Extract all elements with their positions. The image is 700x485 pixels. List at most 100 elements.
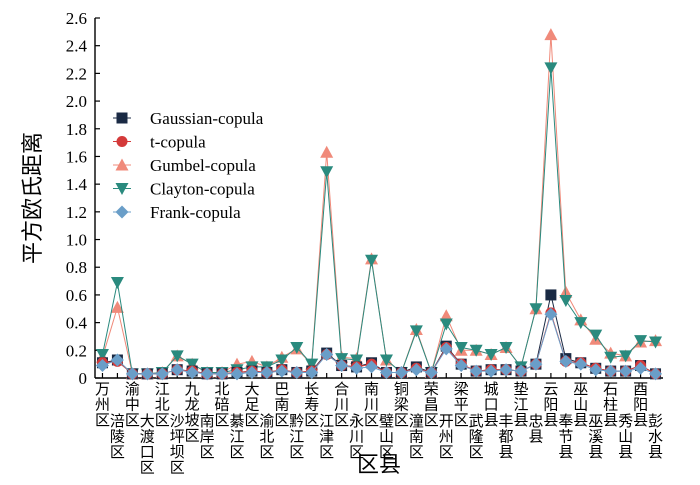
data-point [409, 363, 423, 377]
x-tick-label-group: 大足区大足区 [244, 380, 259, 429]
x-tick-label-char: 云 [543, 380, 558, 398]
data-point [170, 350, 184, 363]
x-tick-label-group: 云阳县云阳县 [543, 380, 558, 429]
x-tick-label-group: 忠县忠县 [528, 412, 543, 446]
y-tick-label: 2.2 [66, 64, 87, 83]
x-tick-label-group: 彭水县彭水县 [648, 412, 663, 461]
x-tick-label-char: 川 [364, 396, 379, 414]
legend-item: Gaussian-copula [113, 109, 264, 128]
x-tick-label-group: 潼南区潼南区 [409, 412, 424, 461]
data-point [350, 354, 364, 367]
legend-label: Gumbel-copula [150, 156, 256, 175]
x-tick-label-char: 隆 [469, 428, 484, 446]
data-point [125, 367, 139, 381]
x-tick-label-char: 水 [648, 428, 663, 446]
x-tick-label-char: 区 [274, 411, 289, 429]
x-tick-label-char: 县 [558, 443, 573, 461]
y-tick-label: 2.0 [66, 92, 87, 111]
data-point [394, 365, 408, 379]
y-tick-label: 0 [79, 369, 88, 388]
x-tick-label-group: 綦江区綦江区 [229, 412, 244, 461]
x-tick-label-group: 沙坪坝区沙坪坝区 [170, 412, 185, 477]
data-point [559, 285, 573, 298]
x-tick-label-char: 碚 [215, 396, 230, 414]
data-point [484, 348, 498, 361]
x-tick-label-char: 巫 [573, 380, 588, 398]
x-tick-label-char: 区 [454, 411, 469, 429]
x-tick-label-group: 长寿区长寿区 [304, 380, 319, 429]
x-tick-label-char: 山 [618, 428, 633, 446]
x-tick-label-char: 龙 [185, 396, 200, 414]
data-point [454, 342, 468, 355]
x-tick-label-char: 县 [543, 411, 558, 429]
legend: Gaussian-copula t-copula Gumbel-copula Clay… [113, 109, 264, 222]
data-point [290, 365, 304, 379]
y-tick-label: 1.6 [66, 147, 87, 166]
legend-item: Frank-copula [113, 203, 241, 222]
legend-marker [115, 205, 129, 219]
legend-label: Frank-copula [150, 203, 241, 222]
x-tick-label-char: 津 [319, 428, 334, 446]
data-point [170, 363, 184, 377]
x-tick-label-char: 璧 [379, 412, 394, 430]
data-point [589, 329, 603, 342]
data-point [439, 342, 453, 356]
legend-marker [116, 112, 128, 124]
x-tick-label-char: 梁 [394, 396, 409, 414]
x-tick-label-char: 酉 [633, 380, 648, 398]
x-tick-label-group: 北碚区北碚区 [215, 380, 230, 429]
x-tick-label-char: 区 [185, 427, 200, 445]
data-point [290, 342, 304, 355]
x-tick-label-char: 渝 [259, 412, 274, 430]
x-tick-label-char: 巴 [274, 380, 289, 398]
data-point [589, 363, 603, 377]
x-tick-label-char: 綦 [229, 412, 244, 430]
y-tick-label: 0.8 [66, 258, 87, 277]
x-tick-label-char: 寿 [304, 396, 319, 414]
y-tick-label: 2.4 [66, 37, 88, 56]
data-point [484, 364, 498, 378]
data-point [320, 145, 334, 158]
data-point [439, 318, 453, 331]
x-tick-label-char: 北 [155, 396, 170, 414]
y-tick-label: 1.4 [66, 175, 88, 194]
x-tick-label-group: 梁平区梁平区 [454, 380, 469, 429]
series-layer [95, 28, 663, 381]
x-tick-label-char: 沙 [170, 412, 185, 430]
data-point [499, 342, 513, 355]
x-tick-label-char: 区 [319, 443, 334, 461]
x-tick-label-char: 渝 [125, 380, 140, 398]
x-tick-label-char: 潼 [409, 412, 424, 430]
x-tick-label-char: 万 [95, 380, 110, 398]
data-point [545, 289, 557, 301]
x-tick-label-char: 武 [469, 412, 484, 430]
data-point [275, 354, 289, 367]
y-tick-label: 1.0 [66, 231, 87, 250]
x-tick-label-char: 江 [319, 412, 334, 430]
x-tick-label-group: 丰都县丰都县 [499, 412, 514, 461]
x-tick-label-char: 江 [155, 380, 170, 398]
x-tick-label-group: 城口县城口县 [484, 380, 499, 429]
series-line [102, 312, 656, 375]
x-tick-label-char: 柱 [603, 396, 618, 414]
x-tick-label-char: 都 [499, 428, 514, 446]
x-tick-label-group: 武隆区武隆区 [469, 412, 484, 461]
data-point [335, 359, 349, 373]
y-tick-label: 1.2 [66, 203, 87, 222]
x-tick-label-group: 江北区江北区 [155, 380, 170, 429]
data-point [469, 364, 483, 378]
x-tick-label-group: 涪陵区涪陵区 [110, 412, 125, 461]
data-point [409, 325, 423, 338]
legend-marker [115, 183, 129, 195]
x-axis-title: 区县 [357, 453, 401, 478]
x-tick-label-char: 昌 [424, 396, 439, 414]
data-point [574, 317, 588, 330]
x-tick-label-char: 县 [513, 411, 528, 429]
data-point [544, 307, 558, 321]
x-tick-label-char: 丰 [499, 412, 514, 430]
x-tick-label-char: 区 [215, 411, 230, 429]
x-tick-label-char: 大 [244, 380, 259, 398]
x-tick-label-char: 区 [394, 411, 409, 429]
x-tick-label-char: 区 [364, 411, 379, 429]
x-tick-label-group: 垫江县垫江县 [513, 380, 528, 429]
